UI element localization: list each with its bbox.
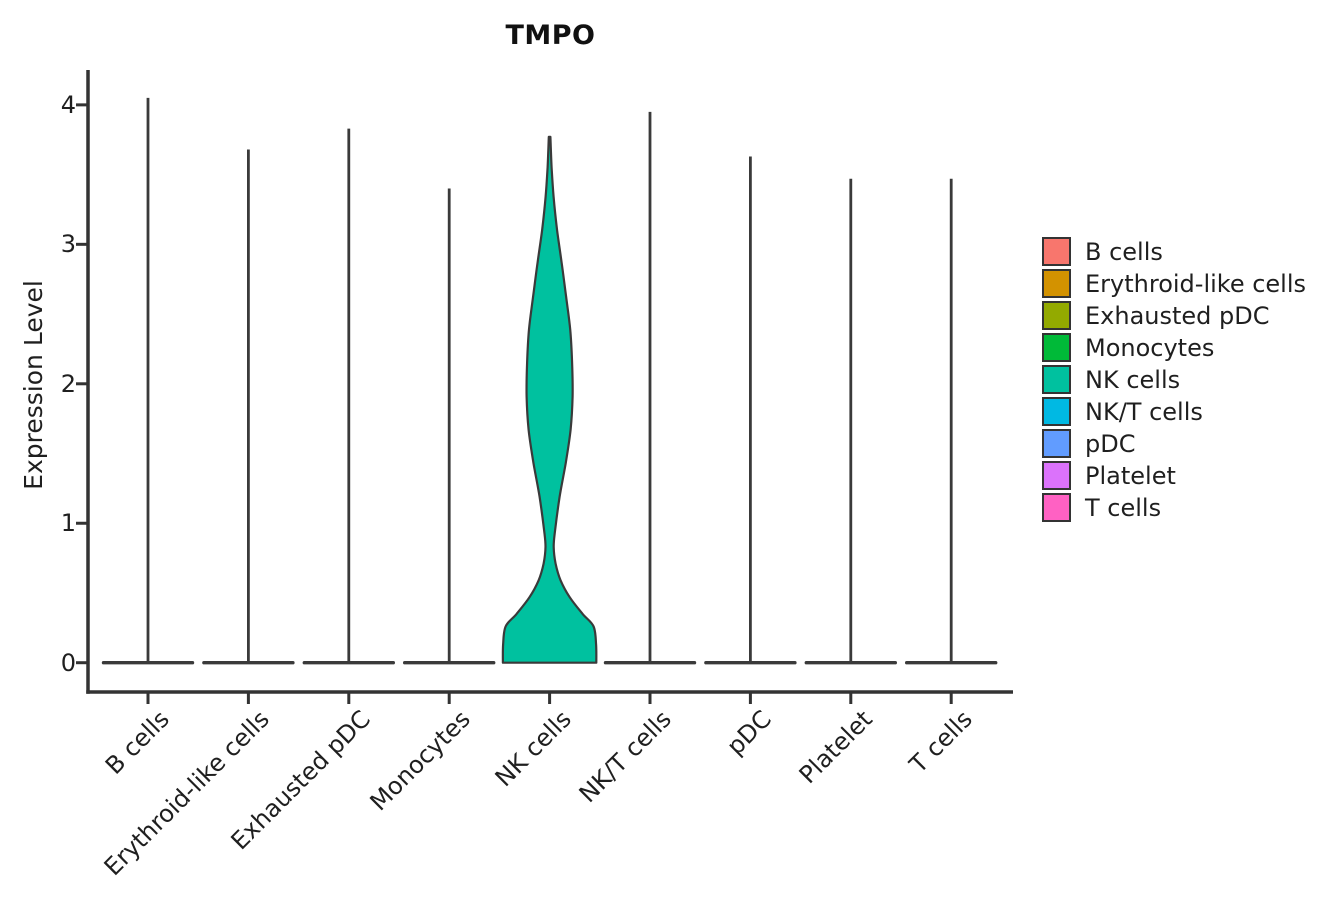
legend-label: Exhausted pDC — [1085, 301, 1270, 330]
legend-item-nk-t-cells: NK/T cells — [1042, 397, 1306, 426]
y-tick-label-0: 0 — [60, 648, 76, 677]
plot-title: TMPO — [505, 20, 596, 51]
legend-swatch-erythroid-like-cells — [1042, 269, 1071, 298]
legend-item-monocytes: Monocytes — [1042, 333, 1306, 362]
legend: B cells Erythroid-like cells Exhausted p… — [1042, 237, 1306, 525]
legend-swatch-b-cells — [1042, 237, 1071, 266]
legend-swatch-monocytes — [1042, 333, 1071, 362]
y-tick-label-4: 4 — [60, 90, 76, 119]
legend-item-pdc: pDC — [1042, 429, 1306, 458]
legend-label: pDC — [1085, 429, 1136, 458]
legend-label: NK/T cells — [1085, 397, 1203, 426]
legend-swatch-nk-cells — [1042, 365, 1071, 394]
legend-swatch-pdc — [1042, 429, 1071, 458]
legend-label: NK cells — [1085, 365, 1181, 394]
legend-swatch-nk-t-cells — [1042, 397, 1071, 426]
legend-item-nk-cells: NK cells — [1042, 365, 1306, 394]
legend-item-erythroid-like-cells: Erythroid-like cells — [1042, 269, 1306, 298]
legend-swatch-exhausted-pdc — [1042, 301, 1071, 330]
legend-item-b-cells: B cells — [1042, 237, 1306, 266]
legend-item-exhausted-pdc: Exhausted pDC — [1042, 301, 1306, 330]
y-tick-label-2: 2 — [60, 369, 76, 398]
legend-item-platelet: Platelet — [1042, 461, 1306, 490]
legend-label: T cells — [1085, 493, 1162, 522]
legend-swatch-platelet — [1042, 461, 1071, 490]
legend-swatch-t-cells — [1042, 493, 1071, 522]
legend-label: Monocytes — [1085, 333, 1215, 362]
y-tick-label-1: 1 — [60, 509, 76, 538]
legend-label: B cells — [1085, 237, 1163, 266]
y-tick-label-3: 3 — [60, 230, 76, 259]
legend-label: Platelet — [1085, 461, 1176, 490]
legend-label: Erythroid-like cells — [1085, 269, 1307, 298]
legend-item-t-cells: T cells — [1042, 493, 1306, 522]
